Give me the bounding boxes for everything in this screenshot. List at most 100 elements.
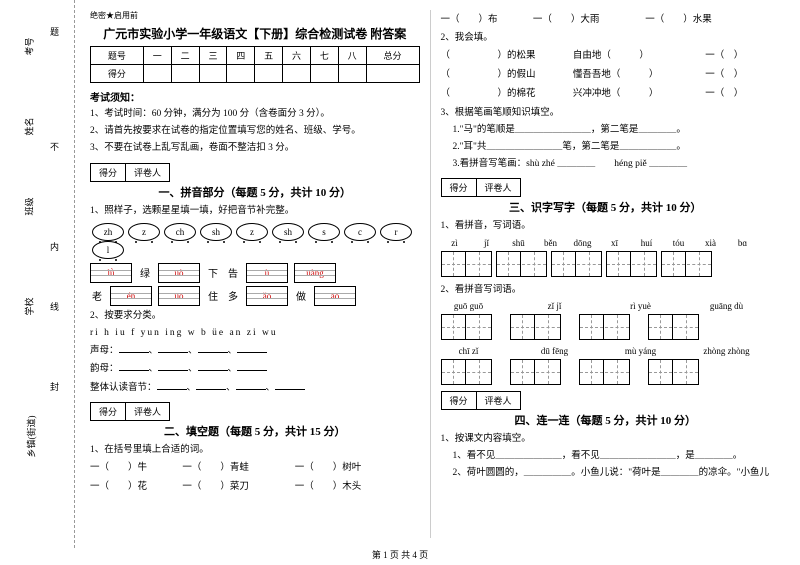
scorer-box-4: 得分 评卷人 [441, 391, 771, 410]
s2-q3-1: 1."马"的笔顺是＿＿＿＿＿＿＿＿，第二笔是＿＿＿＿。 [441, 123, 771, 138]
scorer-b: 评卷人 [476, 391, 521, 410]
stamp: 绝密★启用前 [90, 10, 420, 21]
tian-cell [687, 252, 711, 276]
margin-town: 乡镇(街道) [25, 416, 38, 458]
score-cell [338, 65, 366, 83]
pbox: én [110, 286, 152, 306]
star-item: ch [164, 223, 196, 241]
seal-d5: 线 [50, 300, 59, 313]
tian-group [441, 251, 492, 277]
pinyin-label: mù yáng [613, 346, 669, 356]
score-hdr-cell: 六 [283, 47, 311, 65]
tian-cell [674, 315, 698, 339]
seal-d4: 不 [50, 140, 59, 153]
char: 老 [90, 288, 104, 303]
s1-q2-a: 声母：、、、 [90, 343, 420, 359]
scorer-box-2: 得分 评卷人 [90, 402, 420, 421]
scorer-a: 得分 [90, 402, 125, 421]
tian-cell [442, 360, 466, 384]
s1-q2-letters: ri h iu f yun ing w b üe an zi wu [90, 326, 420, 341]
tian-cell [522, 252, 546, 276]
score-cell [171, 65, 199, 83]
s2-q3-2: 2."耳"共＿＿＿＿＿＿＿＿笔，第二笔是＿＿＿＿＿＿。 [441, 140, 771, 155]
tian-cell [536, 315, 560, 339]
pbox: lǜ [90, 263, 132, 283]
tian-cell [605, 360, 629, 384]
star-item: s [308, 223, 340, 241]
pinyin-label: dōng [569, 238, 597, 248]
score-cell [255, 65, 283, 83]
pinyin-label: běn [537, 238, 565, 248]
tian-group [579, 314, 630, 340]
s2-r1: 一（ ）牛 一（ ）青蛙 一（ ）树叶 [90, 460, 420, 477]
pinyin-row-1: lǜ 绿 uò 下 告 ù uàng [90, 263, 420, 283]
tian-cell [649, 360, 673, 384]
tian-cell [577, 252, 601, 276]
score-hdr-cell: 四 [227, 47, 255, 65]
s1-q2: 2、按要求分类。 [90, 309, 420, 324]
tian-cell [467, 360, 491, 384]
star-item: zh [92, 223, 124, 241]
char: 绿 [138, 265, 152, 280]
score-cell [366, 65, 419, 83]
tian-cell [580, 360, 604, 384]
star-item: z [236, 223, 268, 241]
tian-cell [552, 252, 576, 276]
pinyin-label: huí [633, 238, 661, 248]
pinyin-label: rì yuè [613, 301, 669, 311]
tian-cell [467, 315, 491, 339]
s2-q2-r2: （ ）的假山 懂吾吾地（ ） 一（ ） [441, 67, 771, 84]
inst-1: 1、考试时间：60 分钟，满分为 100 分（含卷面分 3 分）。 [90, 107, 420, 122]
s2-q2-r3: （ ）的棉花 兴冲冲地（ ） 一（ ） [441, 86, 771, 103]
instructions-heading: 考试须知： [90, 89, 420, 104]
section1-title: 一、拼音部分（每题 5 分，共计 10 分） [90, 184, 420, 200]
pinyin-labels-2b: chī zǐdū fēngmù yángzhòng zhòng [441, 346, 771, 356]
score-cell [143, 65, 171, 83]
s2-q2-r1: （ ）的松果 自由地（ ） 一（ ） [441, 48, 771, 65]
star-item: sh [200, 223, 232, 241]
s3-q2: 2、看拼音写词语。 [441, 283, 771, 298]
section3-title: 三、识字写字（每题 5 分，共计 10 分） [441, 199, 771, 215]
s1-q1: 1、照样子，选颗星星填一填，好把音节补完整。 [90, 204, 420, 219]
scorer-a: 得分 [441, 178, 476, 197]
tian-cell [467, 252, 491, 276]
pbox: āo [314, 286, 356, 306]
pinyin-label: zì [441, 238, 469, 248]
tian-cell [632, 252, 656, 276]
star-item: c [344, 223, 376, 241]
tian-cell [605, 315, 629, 339]
tian-cell [511, 315, 535, 339]
s1-q2-c: 整体认读音节：、、、 [90, 380, 420, 396]
tian-cell [580, 315, 604, 339]
tian-group [606, 251, 657, 277]
pinyin-label: jǐ [473, 238, 501, 248]
tian-cell [442, 315, 466, 339]
pinyin-labels-1: zìjǐshūběndōngxīhuítóuxiàbɑ [441, 238, 771, 248]
char: 住 [206, 288, 220, 303]
pbox: ù [246, 263, 288, 283]
pbox: uò [158, 263, 200, 283]
s4-q1-1: 1、看不见＿＿＿＿＿＿＿，看不见＿＿＿＿＿＿＿＿，是＿＿＿＿。 [441, 449, 771, 464]
char: 下 [206, 265, 220, 280]
tian-group [441, 314, 492, 340]
pinyin-label: shū [505, 238, 533, 248]
tian-group [648, 359, 699, 385]
s2-r3: 一（ ）布 一（ ）大雨 一（ ）水果 [441, 12, 771, 29]
s2-r2: 一（ ）花 一（ ）菜刀 一（ ）木头 [90, 479, 420, 496]
pinyin-row-2: 老 én uō 住 多 ǎo 做 āo [90, 286, 420, 306]
tian-cell [511, 360, 535, 384]
char: 告 [226, 265, 240, 280]
inst-3: 3、不要在试卷上乱写乱画，卷面不整洁扣 3 分。 [90, 141, 420, 156]
tian-row-2a [441, 314, 771, 340]
pinyin-labels-2a: guō guōzǐ jǐrì yuèguāng dù [441, 301, 771, 311]
tian-cell [442, 252, 466, 276]
page-footer: 第 1 页 共 4 页 [0, 548, 800, 561]
seal-d3: 内 [50, 240, 59, 253]
margin-school: 学校 [23, 297, 36, 315]
score-cell [199, 65, 227, 83]
tian-group [661, 251, 712, 277]
score-hdr-cell: 七 [310, 47, 338, 65]
scorer-b: 评卷人 [125, 163, 170, 182]
tian-group [441, 359, 492, 385]
tian-group [510, 314, 561, 340]
